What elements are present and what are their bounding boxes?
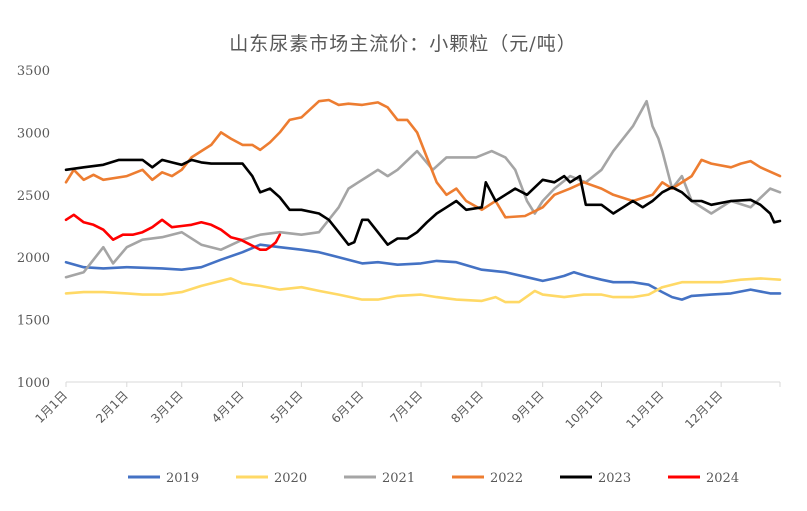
y-axis: 1000 1500 2000 2500 3000 3500 [17, 64, 50, 391]
legend-label-2019: 2019 [166, 471, 199, 486]
y-tick-label: 2000 [17, 251, 50, 266]
series-line-2019 [64, 243, 782, 301]
series-line-2021 [64, 99, 782, 279]
y-tick-label: 1000 [17, 376, 50, 391]
y-tick-label: 3500 [17, 64, 50, 79]
y-tick-label: 3000 [17, 126, 50, 141]
legend-label-2023: 2023 [598, 471, 631, 486]
x-tick-label: 3月1日 [148, 388, 186, 426]
x-tick-label: 2月1日 [93, 388, 131, 426]
x-tick-label: 1月1日 [32, 388, 70, 426]
x-tick-label: 12月1日 [682, 388, 725, 431]
x-tick-label: 5月1日 [268, 388, 306, 426]
series-line-2024 [64, 213, 282, 251]
x-tick-label: 9月1日 [509, 388, 547, 426]
series-line-2020 [64, 277, 782, 304]
x-axis: 1月1日 2月1日 3月1日 4月1日 5月1日 6月1日 7月1日 8月1日 9月1日 10月1… [32, 381, 781, 431]
legend-label-2022: 2022 [490, 471, 523, 486]
x-tick-label: 8月1日 [448, 388, 486, 426]
x-tick-label: 6月1日 [329, 388, 367, 426]
x-tick-label: 7月1日 [387, 388, 425, 426]
series-lines [64, 98, 782, 304]
chart-title: 山东尿素市场主流价：小颗粒（元/吨） [229, 33, 576, 55]
legend-label-2024: 2024 [706, 471, 739, 486]
x-tick-label: 10月1日 [563, 388, 606, 431]
legend-label-2021: 2021 [382, 471, 415, 486]
x-tick-label: 4月1日 [209, 388, 247, 426]
legend: 2019 2020 2021 2022 2023 2024 [128, 471, 739, 486]
y-tick-label: 1500 [17, 314, 50, 329]
x-tick-label: 11月1日 [623, 388, 666, 431]
series-line-2023 [64, 158, 782, 246]
legend-label-2020: 2020 [274, 471, 307, 486]
series-line-2022 [64, 98, 782, 219]
y-tick-label: 2500 [17, 189, 50, 204]
